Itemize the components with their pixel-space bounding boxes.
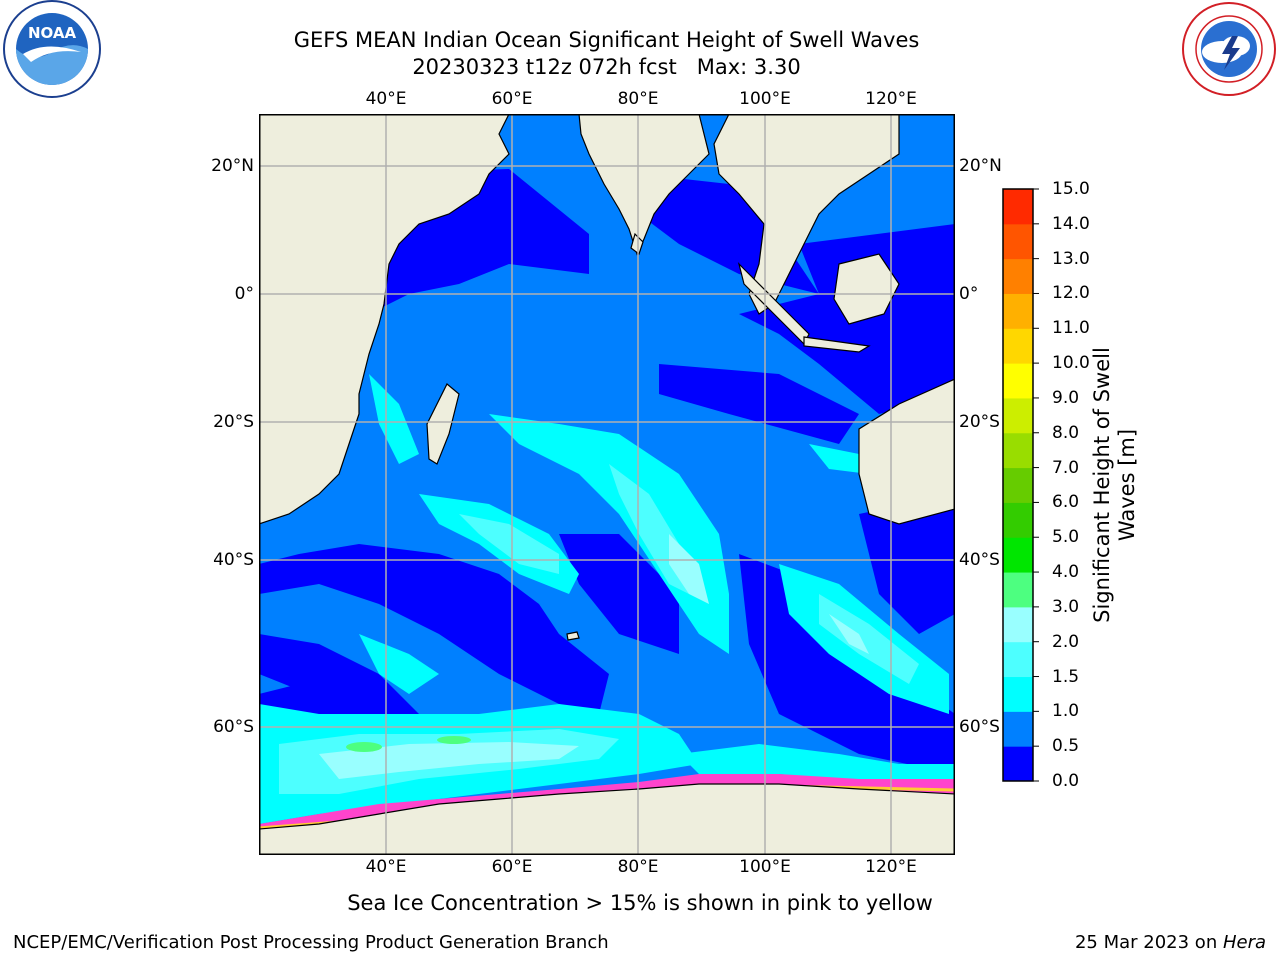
lon-tick-bottom: 80°E (617, 857, 659, 877)
colorbar-tick-label: 2.0 (1052, 631, 1080, 652)
lon-tick-bottom: 120°E (865, 857, 917, 877)
colorbar-tick-label: 5.0 (1052, 527, 1080, 548)
colorbar-segment (1003, 572, 1033, 608)
lon-tick-top: 40°E (365, 89, 407, 109)
colorbar-segment (1003, 258, 1033, 294)
colorbar (1002, 188, 1039, 782)
colorbar-label: Significant Height of Swell Waves [m] (1090, 275, 1140, 695)
colorbar-label-line1: Significant Height of Swell (1090, 347, 1114, 623)
colorbar-segment (1003, 223, 1033, 260)
swell-wave-map (259, 114, 955, 855)
map-frame (259, 114, 955, 855)
colorbar-segment (1003, 746, 1033, 782)
footer-host: Hera (1222, 932, 1266, 953)
colorbar-segment (1003, 363, 1033, 399)
lat-tick-left: 20°N (211, 156, 254, 176)
colorbar-segment (1003, 711, 1033, 747)
colorbar-segment (1003, 467, 1033, 503)
chart-title: GEFS MEAN Indian Ocean Significant Heigh… (293, 28, 920, 52)
colorbar-segment (1003, 432, 1033, 469)
colorbar-tick-label: 10.0 (1052, 353, 1090, 374)
lat-tick-right: 0° (959, 284, 979, 304)
colorbar-tick-label: 1.5 (1052, 666, 1080, 687)
colorbar-segment (1003, 537, 1033, 573)
colorbar-tick-label: 0.0 (1052, 771, 1080, 791)
footer-date: 25 Mar 2023 on Hera (1075, 932, 1266, 954)
max-value-label: Max: 3.30 (696, 55, 801, 79)
colorbar-segment (1003, 502, 1033, 538)
noaa-logo-text: NOAA (28, 24, 77, 42)
colorbar-tick-label: 12.0 (1052, 283, 1090, 304)
colorbar-segment (1003, 641, 1033, 678)
colorbar-segment (1003, 189, 1033, 225)
nws-logo (1178, 0, 1280, 100)
lon-tick-top: 120°E (865, 89, 917, 109)
colorbar-tick-label: 11.0 (1052, 318, 1090, 339)
peak-swell-regions (319, 534, 869, 779)
colorbar-segment (1003, 606, 1033, 643)
lat-tick-right: 20°S (959, 412, 1000, 432)
colorbar-tick-label: 3.0 (1052, 596, 1080, 617)
colorbar-tick-label: 8.0 (1052, 422, 1080, 443)
colorbar-frame (1002, 188, 1034, 782)
lat-tick-left: 40°S (213, 550, 254, 570)
colorbar-label-line2: Waves [m] (1115, 428, 1139, 542)
lon-tick-top: 100°E (739, 89, 791, 109)
lat-tick-left: 60°S (213, 717, 254, 737)
graticule (260, 115, 954, 854)
colorbar-tick-label: 0.5 (1052, 736, 1080, 757)
forecast-run: 20230323 t12z 072h fcst (412, 55, 677, 79)
colorbar-tick-label: 6.0 (1052, 492, 1080, 513)
colorbar-segment (1003, 328, 1033, 364)
colorbar-segment (1003, 293, 1033, 329)
colorbar-tick-label: 15.0 (1052, 179, 1090, 199)
sea-ice-note: Sea Ice Concentration > 15% is shown in … (347, 891, 933, 915)
colorbar-tick-label: 9.0 (1052, 387, 1080, 408)
lat-tick-left: 0° (234, 284, 254, 304)
colorbar-tick-label: 4.0 (1052, 562, 1080, 583)
chart-subtitle: 20230323 t12z 072h fcst Max: 3.30 (0, 54, 1213, 80)
lat-tick-right: 60°S (959, 717, 1000, 737)
noaa-logo: NOAA (1, 0, 104, 100)
lon-tick-top: 60°E (491, 89, 533, 109)
colorbar-tick-label: 13.0 (1052, 248, 1090, 269)
colorbar-tick-label: 14.0 (1052, 213, 1090, 234)
lon-tick-top: 80°E (617, 89, 659, 109)
colorbar-segment (1003, 397, 1033, 434)
lat-tick-left: 20°S (213, 412, 254, 432)
colorbar-tick-label: 7.0 (1052, 457, 1080, 478)
lat-tick-right: 40°S (959, 550, 1000, 570)
footer-branch: NCEP/EMC/Verification Post Processing Pr… (13, 932, 609, 953)
lat-tick-right: 20°N (959, 156, 1002, 176)
footer-date-text: 25 Mar 2023 on (1074, 932, 1223, 953)
lon-tick-bottom: 60°E (491, 857, 533, 877)
lon-tick-bottom: 100°E (739, 857, 791, 877)
colorbar-tick-label: 1.0 (1052, 701, 1080, 722)
colorbar-segment (1003, 676, 1033, 712)
lon-tick-bottom: 40°E (365, 857, 407, 877)
max-swell-spots (346, 736, 471, 752)
